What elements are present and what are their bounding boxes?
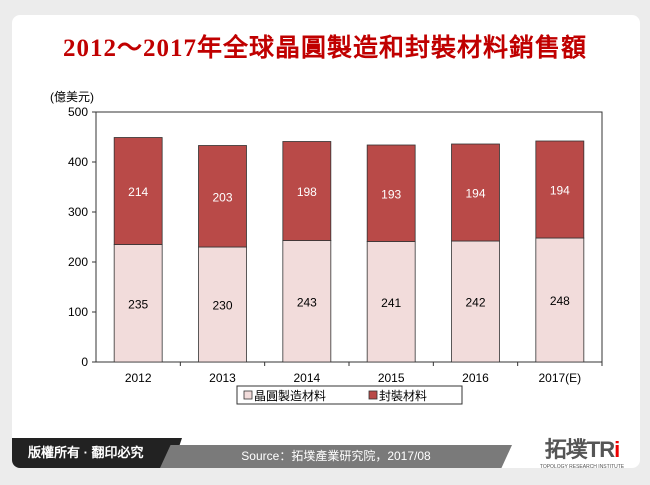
data-label: 214: [128, 185, 148, 199]
data-label: 235: [128, 297, 148, 311]
x-tick-label: 2016: [462, 371, 489, 385]
plot-area: [95, 111, 603, 363]
logo-subtitle: TOPOLOGY RESEARCH INSTITUTE: [539, 464, 625, 470]
x-tick-label: 2014: [293, 371, 320, 385]
legend: [236, 385, 463, 405]
data-label: 193: [381, 187, 401, 201]
bar-packaging-2016: [451, 143, 500, 242]
data-label: 194: [465, 187, 485, 201]
chart-title: 2012～2017年全球晶圓製造和封裝材料銷售額: [62, 35, 587, 62]
y-tick-label: 400: [68, 155, 88, 169]
legend-swatch: [243, 390, 253, 400]
data-label: 248: [550, 294, 570, 308]
bar-wafer-2014: [282, 240, 332, 363]
legend-swatch: [368, 390, 378, 400]
data-label: 203: [212, 190, 232, 204]
y-tick-label: 0: [81, 355, 88, 369]
y-tick-label: 100: [68, 305, 88, 319]
data-label: 194: [550, 184, 570, 198]
bar-packaging-2017(E): [535, 140, 585, 239]
bar-packaging-2014: [282, 141, 332, 241]
bar-wafer-2012: [113, 244, 163, 363]
x-tick-label: 2012: [125, 371, 152, 385]
x-tick-label: 2015: [378, 371, 405, 385]
data-label: 241: [381, 296, 401, 310]
copyright-banner: 版權所有 · 翻印必究: [12, 438, 182, 468]
data-label: 230: [212, 299, 232, 313]
x-tick-label: 2017(E): [538, 371, 581, 385]
y-tick-label: 500: [68, 105, 88, 119]
data-label: 242: [465, 296, 485, 310]
bar-wafer-2016: [451, 240, 500, 363]
data-label: 243: [297, 295, 317, 309]
bar-packaging-2012: [113, 137, 163, 245]
legend-label: 封裝材料: [379, 389, 427, 403]
data-label: 198: [297, 185, 317, 199]
x-tick-label: 2013: [209, 371, 236, 385]
y-tick-label: 200: [68, 255, 88, 269]
bar-packaging-2013: [198, 145, 247, 248]
y-axis-label: (億美元): [50, 90, 94, 104]
bar-wafer-2017(E): [535, 237, 585, 363]
bar-wafer-2013: [198, 246, 247, 363]
y-tick-label: 300: [68, 205, 88, 219]
source-banner: Source：拓墣產業研究院，2017/08: [160, 445, 512, 468]
tri-logo: 拓墣TRi TOPOLOGY RESEARCH INSTITUTE: [532, 432, 632, 470]
bar-packaging-2015: [366, 144, 416, 242]
legend-label: 晶圓製造材料: [254, 389, 326, 403]
